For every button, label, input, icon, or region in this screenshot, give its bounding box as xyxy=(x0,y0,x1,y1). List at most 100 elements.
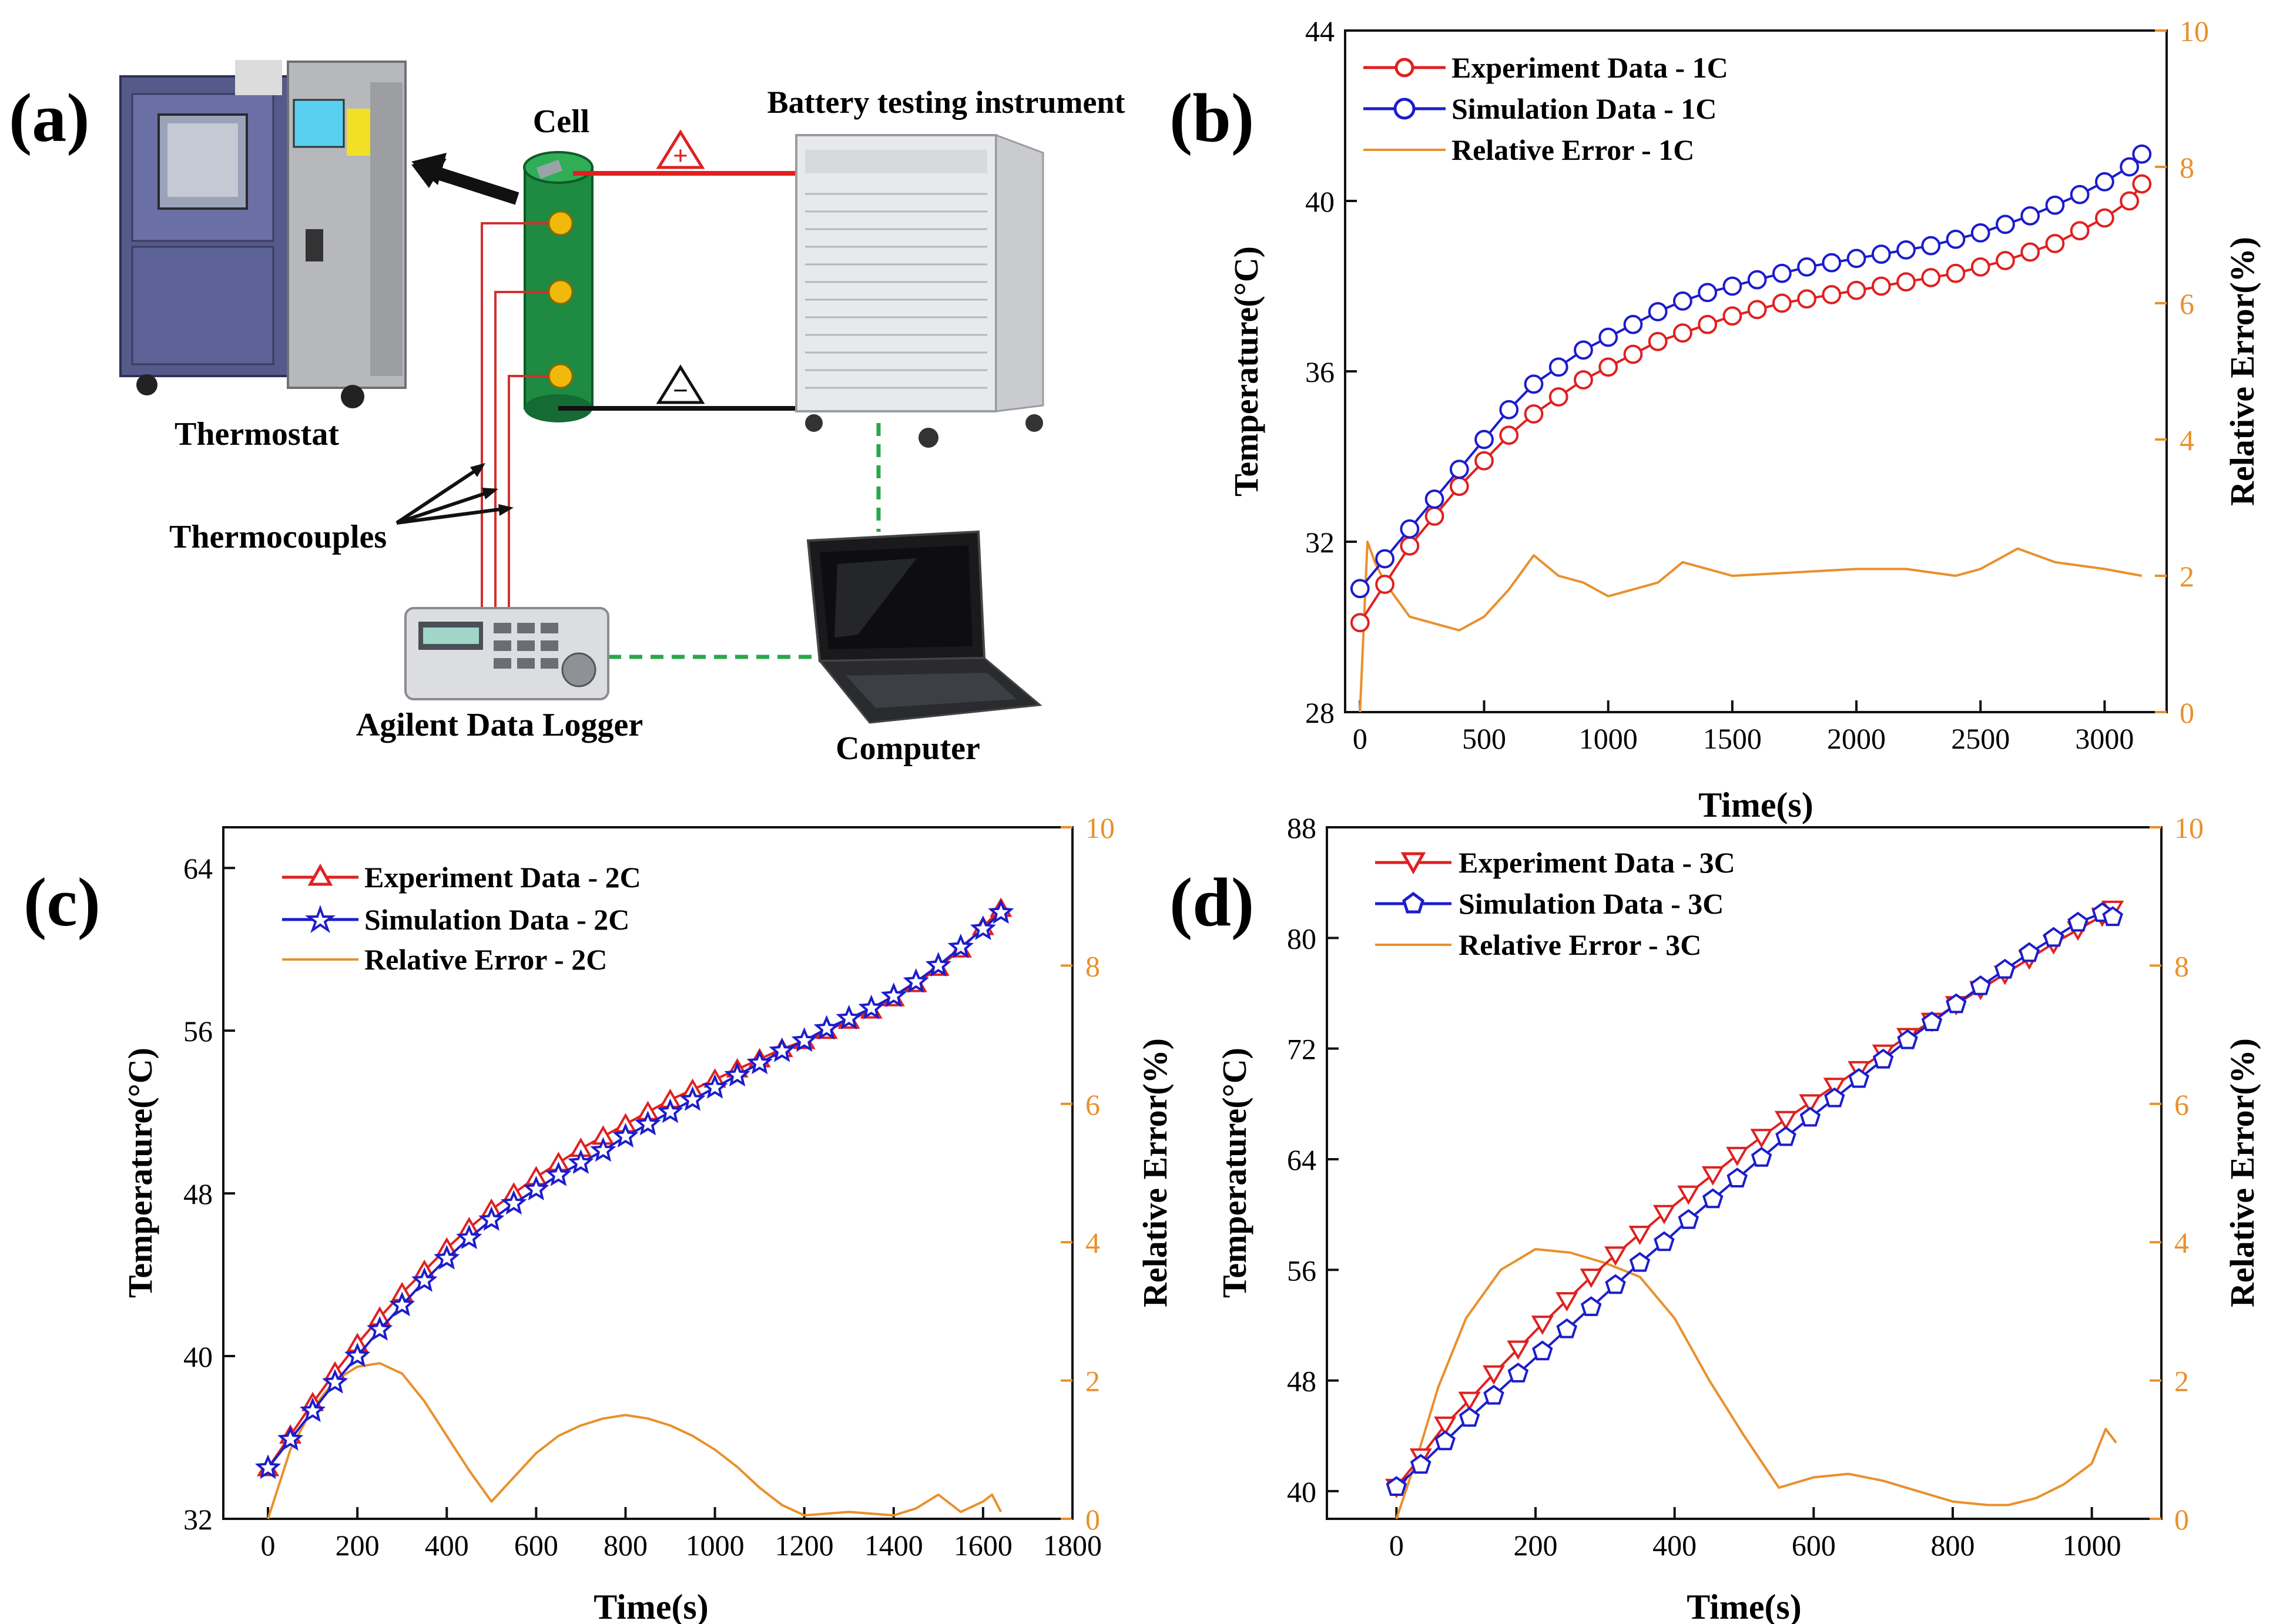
y2-axis-label-d: Relative Error(%) xyxy=(2223,1038,2261,1307)
data-point-c-1 xyxy=(635,1110,661,1136)
data-point-b-1 xyxy=(2095,172,2114,192)
data-point-c-1 xyxy=(344,1342,371,1367)
data-point-d-0 xyxy=(1701,1166,1724,1186)
data-point-d-0 xyxy=(1628,1226,1651,1246)
data-point-d-0 xyxy=(1726,1146,1749,1166)
data-point-b-0 xyxy=(1524,404,1544,424)
data-point-b-1 xyxy=(1871,244,1891,264)
y2-tick-label-d: 6 xyxy=(2174,1088,2189,1121)
x-tick-label-b: 0 xyxy=(1353,722,1367,755)
data-point-b-0 xyxy=(2070,221,2090,241)
y-axis-label-b: Temperature(°C) xyxy=(1227,246,1265,496)
panel-a-setup-diagram: (a) Thermostat Cell xyxy=(9,60,1125,767)
data-point-b-0 xyxy=(1871,276,1891,296)
y2-tick-label-d: 0 xyxy=(2174,1503,2189,1536)
data-point-b-1 xyxy=(1524,374,1544,394)
data-point-b-0 xyxy=(1350,613,1370,633)
data-point-c-1 xyxy=(322,1368,348,1394)
data-point-b-1 xyxy=(1722,276,1742,296)
data-point-b-1 xyxy=(1375,549,1394,569)
data-point-b-1 xyxy=(2120,157,2140,177)
data-point-c-1 xyxy=(746,1049,773,1075)
data-point-d-1 xyxy=(2102,906,2123,927)
x-tick-label-d: 400 xyxy=(1652,1529,1697,1562)
data-point-d-1 xyxy=(1970,975,1992,995)
data-point-b-0 xyxy=(1996,251,2015,270)
data-point-b-0 xyxy=(1698,314,1718,334)
data-point-d-0 xyxy=(1799,1094,1822,1114)
data-point-d-1 xyxy=(1629,1251,1651,1272)
series-line-d-0 xyxy=(1395,908,2114,1488)
data-point-d-1 xyxy=(1386,1476,1407,1496)
y2-tick-label-d: 2 xyxy=(2174,1365,2189,1398)
y2-tick-label-d: 10 xyxy=(2174,811,2204,844)
data-point-b-1 xyxy=(1548,357,1568,377)
data-point-c-1 xyxy=(813,1015,840,1040)
data-point-b-0 xyxy=(1747,300,1767,320)
data-point-b-0 xyxy=(2120,191,2140,211)
x-tick-label-d: 200 xyxy=(1514,1529,1558,1562)
data-point-d-0 xyxy=(1555,1292,1578,1312)
data-point-d-1 xyxy=(1459,1407,1480,1427)
y2-tick-label-c: 6 xyxy=(1085,1088,1100,1121)
x-tick-label-c: 200 xyxy=(336,1529,380,1562)
data-point-b-1 xyxy=(1350,579,1370,599)
x-tick-label-b: 3000 xyxy=(2075,722,2134,755)
thermocouple-wires xyxy=(481,222,549,608)
data-point-d-1 xyxy=(1605,1274,1626,1294)
x-tick-label-c: 400 xyxy=(425,1529,469,1562)
data-point-b-0 xyxy=(1797,289,1816,309)
x-tick-label-c: 600 xyxy=(514,1529,558,1562)
data-point-b-0 xyxy=(1574,370,1593,390)
data-point-b-1 xyxy=(1970,223,1990,243)
data-point-b-1 xyxy=(1499,400,1519,420)
data-point-c-1 xyxy=(523,1175,549,1201)
data-point-b-1 xyxy=(1946,229,1966,249)
series-line-c-error xyxy=(267,1362,1003,1519)
data-point-d-1 xyxy=(1751,1146,1772,1167)
data-point-d-0 xyxy=(1750,1129,1773,1149)
data-point-d-0 xyxy=(1774,1110,1798,1130)
logger-label: Agilent Data Logger xyxy=(356,707,643,743)
legend-b-experiment: Experiment Data - 1C xyxy=(1451,51,1728,84)
data-point-c-1 xyxy=(858,994,884,1019)
data-point-d-1 xyxy=(1897,1029,1918,1049)
y-tick-label-d: 56 xyxy=(1287,1254,1316,1287)
x-tick-label-b: 1000 xyxy=(1579,722,1638,755)
y-tick-label-c: 40 xyxy=(183,1340,213,1373)
y-tick-label-c: 56 xyxy=(183,1015,213,1048)
data-point-d-1 xyxy=(1434,1430,1456,1451)
data-point-b-0 xyxy=(1846,280,1866,300)
data-point-c-1 xyxy=(679,1086,706,1111)
data-point-c-1 xyxy=(434,1244,460,1270)
y-tick-label-c: 64 xyxy=(183,852,213,885)
negative-sign-triangle xyxy=(656,364,705,404)
legend-c-simulation: Simulation Data - 2C xyxy=(364,903,629,936)
thermostat-label: Thermostat xyxy=(175,416,339,452)
x-tick-label-c: 1400 xyxy=(864,1529,923,1562)
panel-b-label: (b) xyxy=(1169,79,1254,156)
data-point-c-1 xyxy=(925,952,951,977)
y-tick-label-d: 64 xyxy=(1287,1143,1316,1176)
data-point-b-0 xyxy=(1499,425,1519,445)
legend-b: Experiment Data - 1C Simulation Data - 1… xyxy=(1363,51,1728,166)
data-point-b-1 xyxy=(1896,240,1916,260)
data-point-b-0 xyxy=(2045,234,2065,253)
x-axis-label-d: Time(s) xyxy=(1687,1588,1802,1624)
legend-d-simulation: Simulation Data - 3C xyxy=(1459,887,1724,920)
data-point-c-1 xyxy=(702,1073,728,1099)
positive-sign-triangle xyxy=(656,129,705,169)
data-point-d-1 xyxy=(1799,1106,1821,1127)
legend-b-marker-experiment xyxy=(1394,58,1414,78)
y2-tick-label-b: 0 xyxy=(2180,696,2194,729)
arrow-shaft xyxy=(427,164,519,205)
y-tick-label-b: 40 xyxy=(1305,185,1335,218)
pointer-head-2 xyxy=(482,488,498,499)
data-point-b-0 xyxy=(1449,477,1469,496)
data-point-b-0 xyxy=(1474,451,1494,471)
data-point-d-1 xyxy=(1727,1167,1748,1187)
y2-tick-label-c: 8 xyxy=(1085,949,1100,982)
data-point-b-1 xyxy=(1797,257,1816,277)
data-point-d-1 xyxy=(1532,1340,1553,1361)
y-axis-label-c: Temperature(°C) xyxy=(121,1048,159,1298)
